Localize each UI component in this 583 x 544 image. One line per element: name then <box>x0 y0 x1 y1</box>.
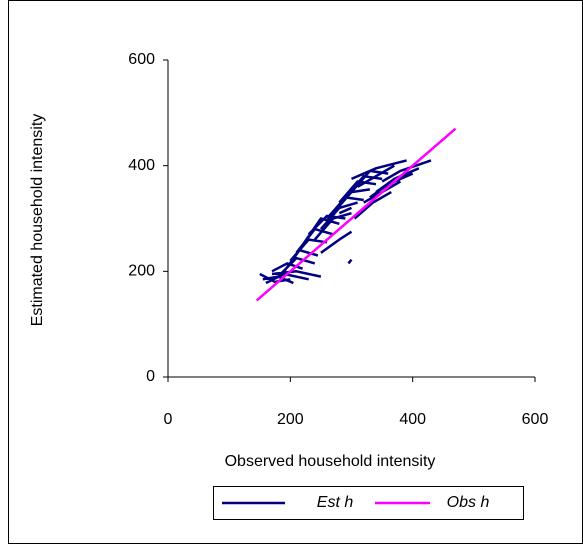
y-tick-label: 0 <box>146 368 155 385</box>
series-line <box>259 159 432 285</box>
x-tick-label: 400 <box>399 411 426 428</box>
x-axis-title: Observed household intensity <box>225 453 436 470</box>
x-tick-label: 0 <box>164 411 173 428</box>
x-tick-label: 600 <box>522 411 549 428</box>
legend-label: Obs h <box>447 494 490 511</box>
series-line <box>255 127 457 302</box>
legend-label: Est h <box>317 494 354 511</box>
y-axis-title: Estimated household intensity <box>29 114 46 327</box>
y-tick-label: 200 <box>128 263 155 280</box>
y-tick-label: 400 <box>128 157 155 174</box>
x-tick-label: 200 <box>277 411 304 428</box>
y-tick-label: 600 <box>128 51 155 68</box>
